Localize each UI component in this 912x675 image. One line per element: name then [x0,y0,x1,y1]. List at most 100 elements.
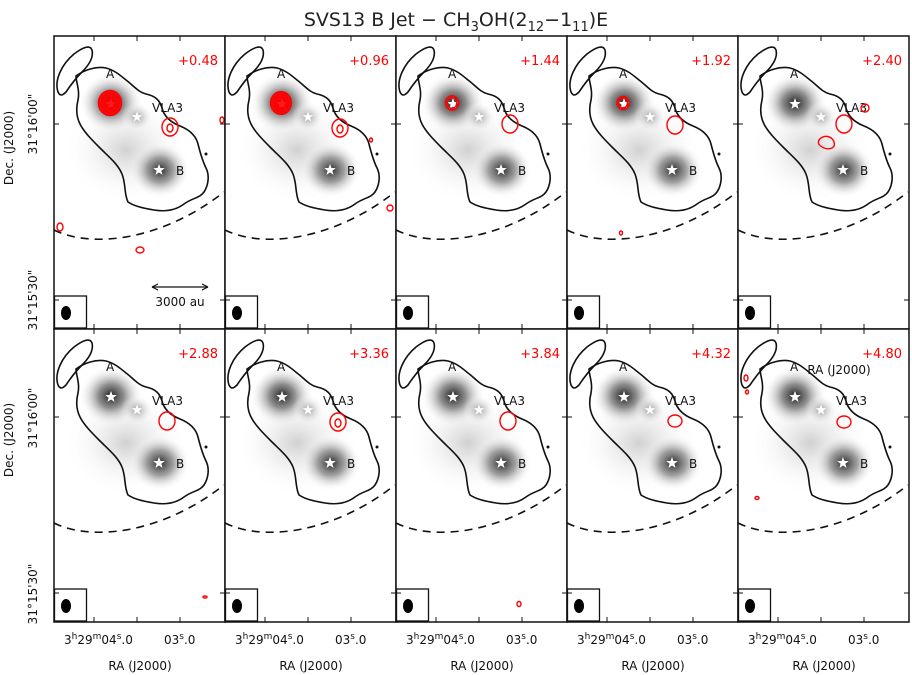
y-axis-title-row-1: Dec. (J2000) [2,111,16,185]
source-b-star-icon [324,164,336,175]
channel-panel-4: A VLA3 B +1.92 [566,35,739,330]
continuum-contour-west [740,46,778,96]
velocity-label: +4.80 [862,347,902,362]
source-vla3-label: VLA3 [836,394,867,408]
methanol-contours [817,103,870,150]
axis-ticks [738,329,909,622]
source-b-star-icon [666,164,678,175]
beam-ellipse [61,599,71,613]
jet-arc [395,191,567,240]
velocity-label: +1.44 [520,54,560,69]
channel-panel-6: A VLA3 B +2.88 [53,328,226,623]
x-tick-label-second: 03s.0 [335,632,366,647]
y-axis-title-row-2: Dec. (J2000) [2,403,16,477]
contour-source-a [616,95,630,111]
y-tick-labels-row-2: 31°16'00" 31°15'30" [26,388,40,625]
source-vla3-label: VLA3 [152,394,183,408]
source-a-star-icon [447,391,459,402]
beam-ellipse [574,599,584,613]
source-b-label: B [689,164,697,178]
contour-knot [161,117,179,137]
contour-source-a-core [275,96,287,110]
continuum-dot [204,152,208,156]
source-vla3-label: VLA3 [323,394,354,408]
axis-ticks [225,36,396,329]
source-vla3-star-icon [302,404,314,415]
jet-arc [395,484,567,533]
contour-noise [743,374,749,382]
continuum-contour [417,66,551,212]
contour-noise [754,495,760,501]
velocity-label: +4.32 [691,347,731,362]
overlay-ra-label: RA (J2000) [807,363,870,377]
jet-arc [737,484,909,533]
continuum-dot [888,152,892,156]
continuum-contour-west [740,339,778,389]
continuum-contour [759,66,893,212]
velocity-label: +2.40 [862,54,902,69]
continuum-contour [417,359,551,505]
contour-noise [56,222,64,232]
source-a-star-icon [618,98,630,109]
source-vla3-star-icon [644,404,656,415]
continuum-contour [588,359,722,505]
contour-extra-2 [860,103,870,113]
beam-ellipse [232,306,242,320]
x-tick-label-second: 03s.0 [164,632,195,647]
continuum-dot [546,152,550,156]
y-tick-label-1530: 31°15'30" [26,564,40,625]
source-b-label: B [176,164,184,178]
continuum-contour-west [398,339,436,389]
continuum-contour [588,66,722,212]
x-tick-label-first: 3h29m04s.0 [64,632,133,647]
jet-arc [224,191,396,240]
source-a-label: A [277,67,286,81]
x-tick-label-second: 03s.0 [677,632,708,647]
figure-title: SVS13 B Jet − CH3OH(212−111)E [304,9,608,35]
continuum-dot [717,445,721,449]
methanol-contours [386,95,519,212]
source-a-star-icon [789,391,801,402]
source-a-label: A [277,360,286,374]
continuum-contour [759,359,893,505]
velocity-label: +0.96 [349,54,389,69]
x-tick-label-second: 03s.0 [848,632,879,647]
x-tick-label-first: 3h29m04s.0 [406,632,475,647]
contour-knot-inner [166,123,174,133]
continuum-contour [246,66,380,212]
source-b-star-icon [495,457,507,468]
beam-ellipse [403,306,413,320]
axis-ticks [396,36,567,329]
contour-knot [835,114,853,134]
jet-arc [224,484,396,533]
contour-noise [368,137,374,143]
beam-ellipse [61,306,71,320]
source-vla3-star-icon [644,111,656,122]
velocity-label: +0.48 [178,54,218,69]
source-vla3-label: VLA3 [665,394,696,408]
source-b-label: B [176,457,184,471]
continuum-dot [546,445,550,449]
continuum-dot [717,152,721,156]
continuum-dot [204,445,208,449]
panel-frame [737,328,910,623]
source-a-label: A [790,67,799,81]
source-vla3-label: VLA3 [665,101,696,115]
methanol-contours [56,89,225,254]
source-a-star-icon [105,391,117,402]
source-a-label: A [619,360,628,374]
contour-knot [666,115,684,135]
source-a-label: A [106,360,115,374]
axis-ticks [567,329,738,622]
source-vla3-star-icon [815,111,827,122]
source-vla3-star-icon [302,111,314,122]
source-vla3-label: VLA3 [494,394,525,408]
beam-box [395,295,430,329]
axis-ticks [54,329,225,622]
source-a-label: A [448,360,457,374]
source-b-star-icon [324,457,336,468]
source-b-label: B [347,164,355,178]
contour-source-a-inner [446,96,458,110]
contour-source-a [444,95,460,111]
